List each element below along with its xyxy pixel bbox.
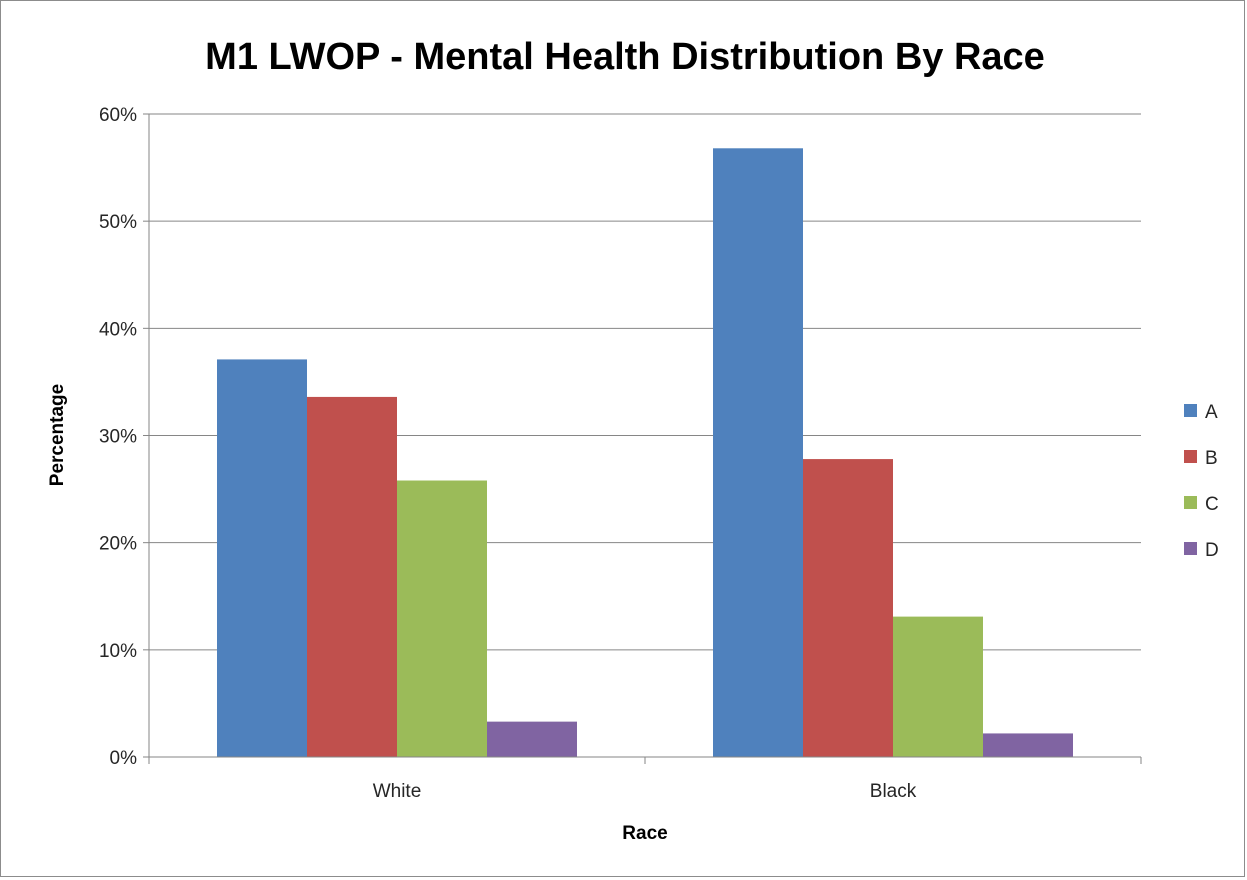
y-tick-label: 10% [99,641,137,662]
bar-D-Black [983,733,1073,757]
bar-C-White [397,480,487,757]
y-tick-label: 20% [99,534,137,555]
bars [217,148,1073,757]
legend-swatch [1184,404,1197,417]
y-tick-label: 60% [99,105,137,126]
bar-B-White [307,396,397,757]
y-tick-labels: 0% 10% 20% 30% 40% 50% 60% [99,105,137,769]
y-tick-label: 50% [99,212,137,233]
y-tick-label: 30% [99,427,137,448]
x-axis-title: Race [622,823,667,844]
legend-label: B [1205,448,1218,469]
bar-C-Black [893,616,983,757]
y-tick-label: 0% [110,748,138,769]
x-category-labels: White Black [373,781,917,802]
legend-swatch [1184,450,1197,463]
y-axis-title: Percentage [47,384,68,486]
legend-swatch [1184,496,1197,509]
bar-B-Black [803,459,893,757]
y-tick-label: 40% [99,319,137,340]
legend: A B C D [1184,402,1219,561]
bar-A-Black [713,148,803,757]
x-category-label: Black [870,781,917,802]
legend-label: C [1205,494,1219,515]
bar-D-White [487,721,577,757]
bar-A-White [217,359,307,757]
chart-title: M1 LWOP - Mental Health Distribution By … [205,36,1045,78]
legend-label: A [1205,402,1218,423]
x-category-label: White [373,781,422,802]
legend-label: D [1205,540,1219,561]
legend-swatch [1184,542,1197,555]
axes [148,114,1142,764]
